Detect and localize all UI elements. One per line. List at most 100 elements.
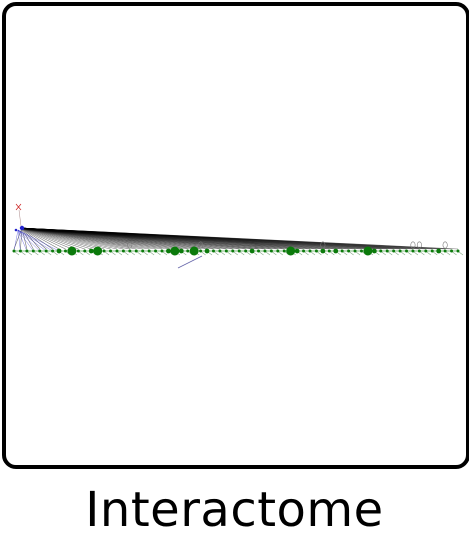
protein-node	[263, 249, 267, 253]
protein-node	[186, 249, 190, 253]
protein-node	[385, 249, 389, 253]
protein-node	[178, 248, 184, 254]
protein-node	[417, 249, 421, 253]
protein-node	[424, 249, 428, 253]
node-tick	[85, 251, 90, 256]
hub-protein-node	[67, 246, 77, 256]
node-tick	[214, 251, 219, 256]
hub-protein-node	[363, 246, 373, 256]
node-tick	[79, 251, 84, 256]
protein-node	[128, 249, 132, 253]
hub-node	[19, 225, 25, 231]
protein-node	[282, 249, 286, 253]
self-loop	[410, 241, 416, 249]
protein-node	[31, 249, 35, 253]
node-tick	[342, 251, 348, 256]
interactome-network-graph	[12, 203, 464, 269]
node-tick	[117, 251, 123, 256]
protein-node	[204, 248, 210, 254]
protein-node	[244, 249, 248, 253]
node-tick	[162, 251, 168, 256]
protein-node	[257, 249, 261, 253]
protein-node	[63, 249, 67, 253]
node-tick	[452, 251, 457, 256]
node-tick	[304, 251, 309, 256]
node-tick	[433, 251, 438, 256]
protein-node	[51, 249, 55, 253]
node-tick	[240, 251, 245, 256]
protein-node	[154, 249, 158, 253]
protein-node	[276, 249, 280, 253]
node-tick	[272, 251, 277, 256]
protein-node	[443, 249, 447, 253]
protein-node	[398, 249, 402, 253]
node-tick	[413, 251, 419, 256]
node-tick	[407, 251, 412, 256]
fan-edge	[21, 227, 34, 250]
diagonal-edge	[177, 255, 203, 269]
self-loop	[442, 241, 448, 249]
protein-node	[166, 248, 171, 254]
protein-node	[430, 249, 434, 253]
node-tick	[220, 251, 226, 256]
hub-protein-node	[189, 246, 199, 256]
protein-node	[25, 249, 29, 253]
hub-protein-node	[286, 246, 296, 256]
accent-link	[18, 209, 22, 227]
hub-edge	[17, 229, 21, 252]
node-tick	[426, 251, 432, 256]
node-tick	[420, 251, 425, 256]
protein-node	[327, 249, 331, 253]
secondary-hub-node	[14, 228, 18, 232]
fan-edge	[21, 227, 53, 250]
hub-protein-node	[170, 246, 180, 256]
accent-edge	[15, 203, 22, 211]
fan-edge	[21, 227, 73, 250]
protein-node	[141, 249, 145, 253]
node-tick	[310, 251, 316, 256]
protein-node	[12, 249, 16, 253]
self-loop	[320, 241, 326, 249]
node-tick	[143, 251, 148, 256]
protein-node	[450, 249, 454, 253]
node-tick	[149, 251, 155, 256]
protein-node	[44, 249, 48, 253]
protein-node	[121, 249, 125, 253]
protein-node	[211, 249, 215, 253]
self-loop-group	[127, 241, 448, 249]
protein-node	[88, 248, 94, 254]
fan-edge	[21, 227, 85, 250]
protein-node	[249, 248, 255, 254]
self-loop	[127, 241, 133, 249]
protein-node	[38, 249, 42, 253]
protein-node	[231, 249, 235, 253]
self-loop	[416, 241, 422, 249]
protein-node	[302, 249, 306, 253]
hub-edge	[17, 229, 34, 252]
node-tick	[349, 251, 354, 256]
node-tick	[388, 251, 393, 256]
network-thumbnail-frame[interactable]	[2, 2, 469, 469]
node-tick	[458, 251, 464, 256]
node-tick	[381, 251, 386, 256]
protein-node	[56, 248, 62, 254]
protein-node	[308, 249, 312, 253]
node-tick	[14, 251, 20, 256]
node-tick	[156, 251, 161, 256]
fan-edge	[20, 227, 23, 250]
chain-edge-group	[14, 250, 464, 269]
node-tick	[21, 251, 26, 256]
protein-node	[218, 249, 222, 253]
protein-node	[353, 249, 357, 253]
node-tick	[259, 251, 264, 256]
protein-node	[147, 249, 151, 253]
caption-label: Interactome	[85, 482, 384, 538]
node-tick	[233, 251, 238, 256]
node-tick	[27, 251, 33, 256]
node-tick	[394, 251, 399, 256]
hub-node-group	[14, 203, 25, 232]
node-tick	[53, 251, 58, 256]
protein-node	[160, 249, 164, 253]
node-tick	[40, 251, 45, 256]
